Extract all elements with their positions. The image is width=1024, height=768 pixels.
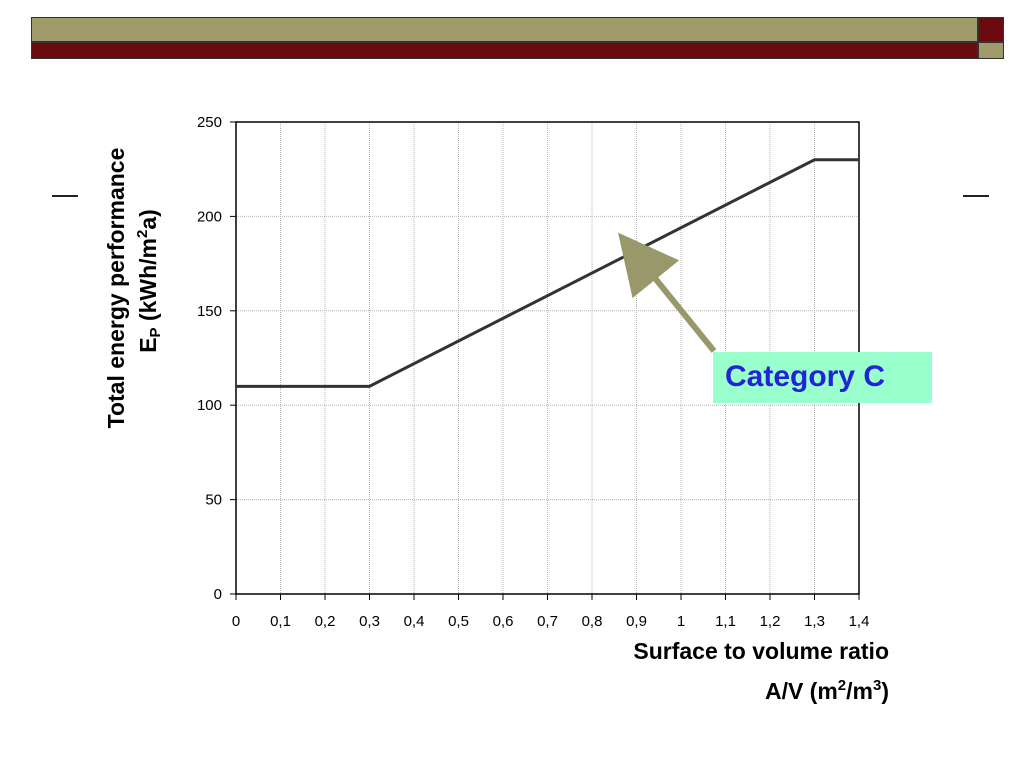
x-tick-label: 1,4 [849, 613, 870, 630]
series-line [236, 158, 859, 388]
y-tick-label: 100 [197, 397, 222, 414]
y-tick-label: 0 [214, 586, 222, 603]
x-tick-label: 0,5 [448, 613, 469, 630]
x-tick-label: 1,2 [760, 613, 781, 630]
x-axis-title-part2: /m [846, 678, 873, 704]
x-tick-label: 1 [677, 613, 685, 630]
x-axis-title-sup1: 2 [838, 677, 846, 694]
x-axis-title-part1: A/V (m [765, 678, 838, 704]
tick-labels: 0 0,1 0,2 0,3 0,4 0,5 0,6 0,7 0,8 0,9 1 1,1 1,2 1,3 1,… [197, 114, 869, 630]
y-axis-title-line1: Total energy performance [103, 148, 129, 429]
x-tick-label: 0,7 [537, 613, 558, 630]
header-bar-olive [31, 17, 978, 42]
x-tick-label: 0,2 [315, 613, 336, 630]
header-square-olive [978, 42, 1004, 59]
y-tick-label: 250 [197, 114, 222, 131]
y-axis-title-symbol: E [135, 337, 161, 352]
y-axis-title-unit-end: a) [135, 209, 161, 229]
x-axis-title-sup2: 3 [873, 677, 881, 694]
x-tick-label: 0 [232, 613, 240, 630]
category-callout-box [713, 352, 932, 403]
x-axis-title-part3: ) [881, 678, 889, 704]
header-square-maroon [978, 17, 1004, 42]
y-axis-title-line2: EP (kWh/m2a) [134, 209, 164, 353]
callout-arrow [618, 232, 717, 353]
x-tick-label: 0,8 [582, 613, 603, 630]
x-axis-title-line2: A/V (m2/m3) [765, 677, 889, 704]
left-dash-mark [52, 195, 78, 197]
category-callout-label: Category C [725, 360, 886, 393]
x-axis-title-line1: Surface to volume ratio [633, 638, 889, 664]
x-tick-label: 0,1 [270, 613, 291, 630]
y-tick-label: 200 [197, 208, 222, 225]
header-bar-maroon [31, 42, 978, 59]
right-dash-mark [963, 195, 989, 197]
y-axis-title-superscript: 2 [134, 230, 151, 238]
x-tick-label: 0,6 [493, 613, 514, 630]
series-layer [236, 158, 859, 388]
y-axis-title-unit: (kWh/m [135, 238, 161, 327]
y-tick-label: 150 [197, 303, 222, 320]
y-axis-title-subscript: P [147, 327, 164, 337]
x-tick-label: 0,4 [404, 613, 425, 630]
x-tick-label: 0,3 [359, 613, 380, 630]
y-tick-label: 50 [205, 492, 222, 509]
x-tick-label: 1,3 [804, 613, 825, 630]
x-tick-label: 1,1 [715, 613, 736, 630]
x-tick-label: 0,9 [626, 613, 647, 630]
